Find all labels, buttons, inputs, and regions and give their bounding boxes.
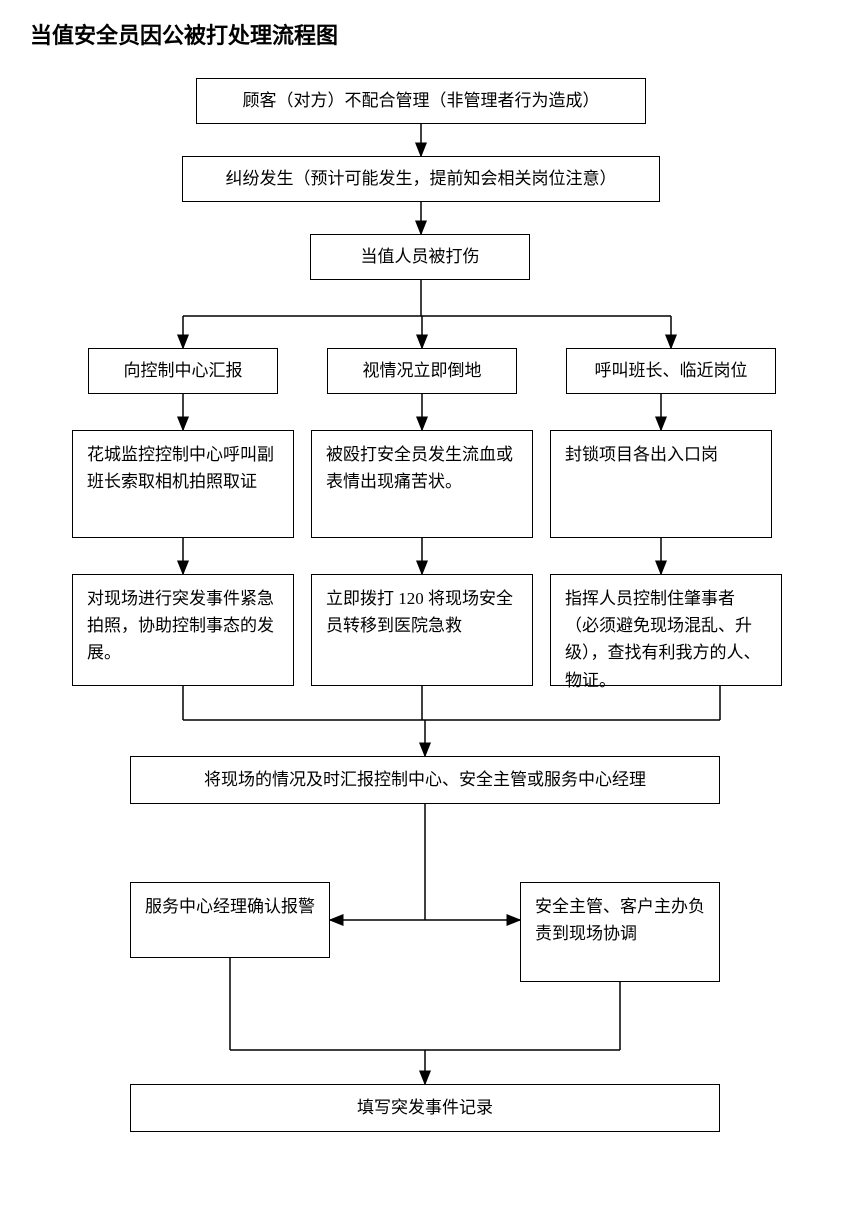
flowchart-node-n1: 顾客（对方）不配合管理（非管理者行为造成）: [196, 78, 646, 124]
flowchart-node-n12: 指挥人员控制住肇事者（必须避免现场混乱、升级），查找有利我方的人、物证。: [550, 574, 782, 686]
flowchart-node-n7: 花城监控控制中心呼叫副班长索取相机拍照取证: [72, 430, 294, 538]
flowchart-node-n15: 安全主管、客户主办负责到现场协调: [520, 882, 720, 982]
page-title: 当值安全员因公被打处理流程图: [30, 18, 338, 50]
flowchart-node-n11: 立即拨打 120 将现场安全员转移到医院急救: [311, 574, 533, 686]
flowchart-node-n5: 视情况立即倒地: [327, 348, 517, 394]
flowchart-node-n4: 向控制中心汇报: [88, 348, 278, 394]
flowchart-node-n13: 将现场的情况及时汇报控制中心、安全主管或服务中心经理: [130, 756, 720, 804]
flowchart-node-n14: 服务中心经理确认报警: [130, 882, 330, 958]
flowchart-node-n16: 填写突发事件记录: [130, 1084, 720, 1132]
flowchart-node-n8: 被殴打安全员发生流血或表情出现痛苦状。: [311, 430, 533, 538]
flowchart-node-n2: 纠纷发生（预计可能发生，提前知会相关岗位注意）: [182, 156, 660, 202]
flowchart-node-n3: 当值人员被打伤: [310, 234, 530, 280]
flowchart-node-n10: 对现场进行突发事件紧急拍照，协助控制事态的发展。: [72, 574, 294, 686]
flowchart-node-n9: 封锁项目各出入口岗: [550, 430, 772, 538]
flowchart-node-n6: 呼叫班长、临近岗位: [566, 348, 776, 394]
